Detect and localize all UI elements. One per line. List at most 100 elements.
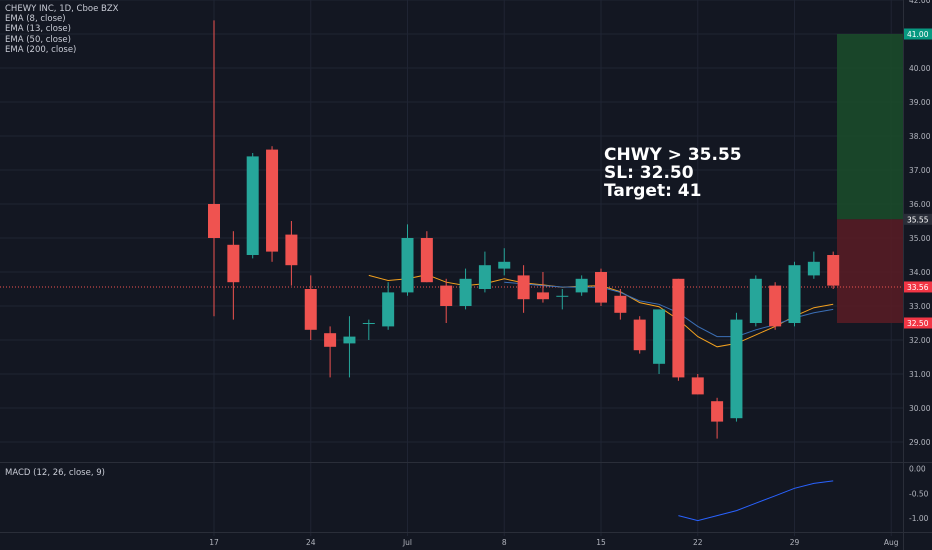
price-badge[interactable]: 35.55 (904, 213, 932, 225)
target-zone[interactable] (837, 34, 903, 220)
candle-body[interactable] (382, 292, 395, 327)
candle-body[interactable] (769, 285, 782, 327)
price-badge[interactable]: 41.00 (904, 28, 932, 40)
candle[interactable] (827, 251, 840, 289)
macd-line[interactable] (678, 480, 834, 522)
candle[interactable] (420, 231, 433, 283)
candle[interactable] (266, 146, 279, 262)
candle[interactable] (285, 221, 298, 286)
candle-body[interactable] (498, 261, 511, 269)
price-badge-bg (904, 317, 932, 329)
candle[interactable] (362, 319, 375, 340)
time-tick-label: 24 (306, 538, 316, 547)
candle[interactable] (459, 268, 472, 310)
candle[interactable] (807, 251, 820, 279)
candle[interactable] (575, 275, 588, 296)
symbol-title[interactable]: CHEWY INC, 1D, Cboe BZX (5, 4, 119, 14)
candle[interactable] (517, 265, 530, 313)
candle[interactable] (536, 272, 549, 303)
candle[interactable] (498, 248, 511, 276)
candle-body[interactable] (672, 278, 685, 378)
candle-body[interactable] (517, 275, 530, 300)
candle-body[interactable] (730, 319, 743, 419)
candle[interactable] (382, 282, 395, 330)
price-axis[interactable]: 0.00 -0.50 -1.00 29.00 30.00 31.00 32.00 33.00 3… (904, 0, 932, 523)
candle[interactable] (653, 309, 666, 374)
price-tick-label: 36.00 (909, 200, 931, 209)
candle[interactable] (478, 251, 491, 293)
candle[interactable] (672, 278, 685, 381)
macd-tick-label: 0.00 (909, 464, 926, 473)
candle[interactable] (614, 289, 627, 320)
candle-body[interactable] (420, 238, 433, 283)
candle[interactable] (343, 316, 356, 378)
target-text: Target: 41 (604, 181, 702, 201)
candle-body[interactable] (285, 234, 298, 266)
candle[interactable] (769, 282, 782, 330)
candle[interactable] (227, 231, 240, 320)
price-badge[interactable]: 33.56 (904, 281, 932, 293)
candle[interactable] (788, 261, 801, 327)
price-badge[interactable]: 32.50 (904, 317, 932, 329)
candle[interactable] (730, 312, 743, 422)
candle[interactable] (246, 153, 259, 259)
ema-8-label[interactable]: EMA (8, close) (5, 14, 66, 25)
price-tick-label: 30.00 (909, 404, 931, 413)
candle-body[interactable] (614, 295, 627, 313)
candle-body[interactable] (711, 401, 724, 422)
macd-label[interactable]: MACD (12, 26, close, 9) (5, 468, 105, 478)
candle[interactable] (401, 224, 414, 296)
candle-body[interactable] (227, 244, 240, 283)
ema-50-label[interactable]: EMA (50, close) (5, 34, 71, 45)
candle-body[interactable] (459, 278, 472, 306)
candle-body[interactable] (575, 278, 588, 293)
ema-13-label[interactable]: EMA (13, close) (5, 24, 71, 35)
candle-body[interactable] (266, 149, 279, 252)
price-badge-text: 41.00 (907, 30, 929, 39)
price-tick-label: 31.00 (909, 370, 931, 379)
candle-body[interactable] (807, 261, 820, 276)
price-tick-label: 34.00 (909, 268, 931, 277)
trade-annotation[interactable]: CHWY > 35.55 SL: 32.50 Target: 41 (604, 146, 742, 200)
candle[interactable] (304, 275, 317, 340)
candle-body[interactable] (788, 265, 801, 323)
candle[interactable] (208, 20, 220, 317)
price-tick-label: 38.00 (909, 132, 931, 141)
candle-body[interactable] (343, 336, 356, 344)
macd-pane[interactable] (678, 480, 834, 522)
candle-body[interactable] (633, 319, 646, 351)
stop-loss-zone[interactable] (837, 219, 903, 323)
candle[interactable] (633, 316, 646, 354)
candle[interactable] (440, 278, 453, 323)
candle[interactable] (595, 268, 607, 306)
candle-body[interactable] (401, 238, 414, 293)
candle-body[interactable] (749, 278, 762, 323)
candles[interactable] (208, 20, 840, 439)
candle[interactable] (691, 374, 704, 395)
candle[interactable] (711, 397, 724, 439)
candle-body[interactable] (304, 289, 317, 330)
ema-200-label[interactable]: EMA (200, close) (5, 44, 77, 55)
candle-body[interactable] (440, 285, 453, 306)
candle-body[interactable] (653, 309, 666, 364)
candle-body[interactable] (324, 333, 337, 347)
time-tick-label: 8 (502, 538, 507, 547)
candle-body[interactable] (827, 255, 840, 286)
candle-body[interactable] (595, 272, 607, 303)
candle-body[interactable] (691, 377, 704, 395)
candle[interactable] (324, 326, 337, 378)
candle-body[interactable] (208, 204, 220, 238)
candle[interactable] (749, 275, 762, 327)
candle-body[interactable] (246, 156, 259, 255)
time-axis[interactable]: 17 24 Jul 8 15 22 29 Aug (209, 538, 899, 547)
candle[interactable] (556, 289, 569, 310)
price-tick-label: 33.00 (909, 302, 931, 311)
candle-body[interactable] (536, 292, 549, 300)
time-tick-label: 22 (693, 538, 703, 547)
candle-body[interactable] (362, 323, 375, 324)
price-badge-text: 33.56 (907, 283, 929, 292)
price-tick-label: 35.00 (909, 234, 931, 243)
candle-body[interactable] (556, 295, 569, 297)
candle-body[interactable] (478, 265, 491, 289)
